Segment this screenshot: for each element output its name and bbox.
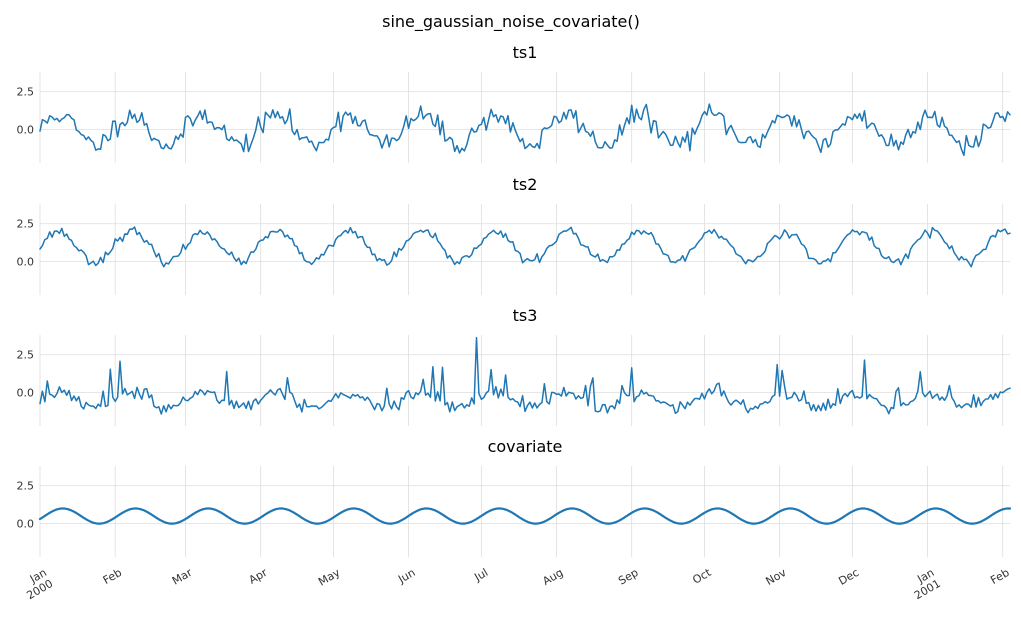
figure-title: sine_gaussian_noise_covariate() [382,12,640,32]
y-tick-label: 2.5 [17,218,35,231]
x-axis: Jan2000 Feb Mar Apr May Jun Jul Aug Sep Oct Nov Dec… [18,566,1011,603]
panel-title: ts1 [513,43,538,62]
panel-ts3: 2.5 0.0 ts3 [17,306,1011,426]
x-tick-label: May [316,566,343,589]
y-tick-label: 2.5 [17,86,35,99]
x-tick-label: Aug [540,566,565,588]
y-tick-label: 2.5 [17,480,35,493]
panel-ts1: 2.5 0.0 ts1 [17,43,1011,163]
y-tick-label: 2.5 [17,349,35,362]
x-tick-label: Jan2000 [18,566,55,602]
x-tick-label: Feb [101,566,124,587]
series-line-covariate [38,507,1012,525]
x-tick-label: Dec [836,566,861,588]
panel-title: covariate [488,437,563,456]
x-tick-label: Nov [763,566,789,588]
panel-title: ts2 [513,175,538,194]
x-tick-label: Jul [471,566,490,584]
y-tick-label: 0.0 [17,387,35,400]
series-line-ts1 [39,103,1011,157]
x-tick-label: Apr [247,566,270,587]
x-tick-label: Jun [395,566,417,586]
panels: 2.5 0.0 ts1 2.5 0.0 ts2 2.5 0.0 ts3 2.5 0.0 covaria… [17,43,1012,557]
y-tick-label: 0.0 [17,256,35,269]
panel-title: ts3 [513,306,538,325]
y-tick-label: 0.0 [17,518,35,531]
panel-covariate: 2.5 0.0 covariate [17,437,1012,557]
x-tick-label: Sep [616,566,640,588]
series-line-ts2 [39,226,1011,268]
series-line-ts3 [39,336,1011,415]
x-tick-label: Mar [170,566,195,588]
x-tick-label: Jan2001 [906,566,943,602]
y-tick-label: 0.0 [17,124,35,137]
panel-ts2: 2.5 0.0 ts2 [17,175,1011,295]
x-tick-label: Feb [988,566,1011,587]
x-tick-label: Oct [690,566,714,587]
